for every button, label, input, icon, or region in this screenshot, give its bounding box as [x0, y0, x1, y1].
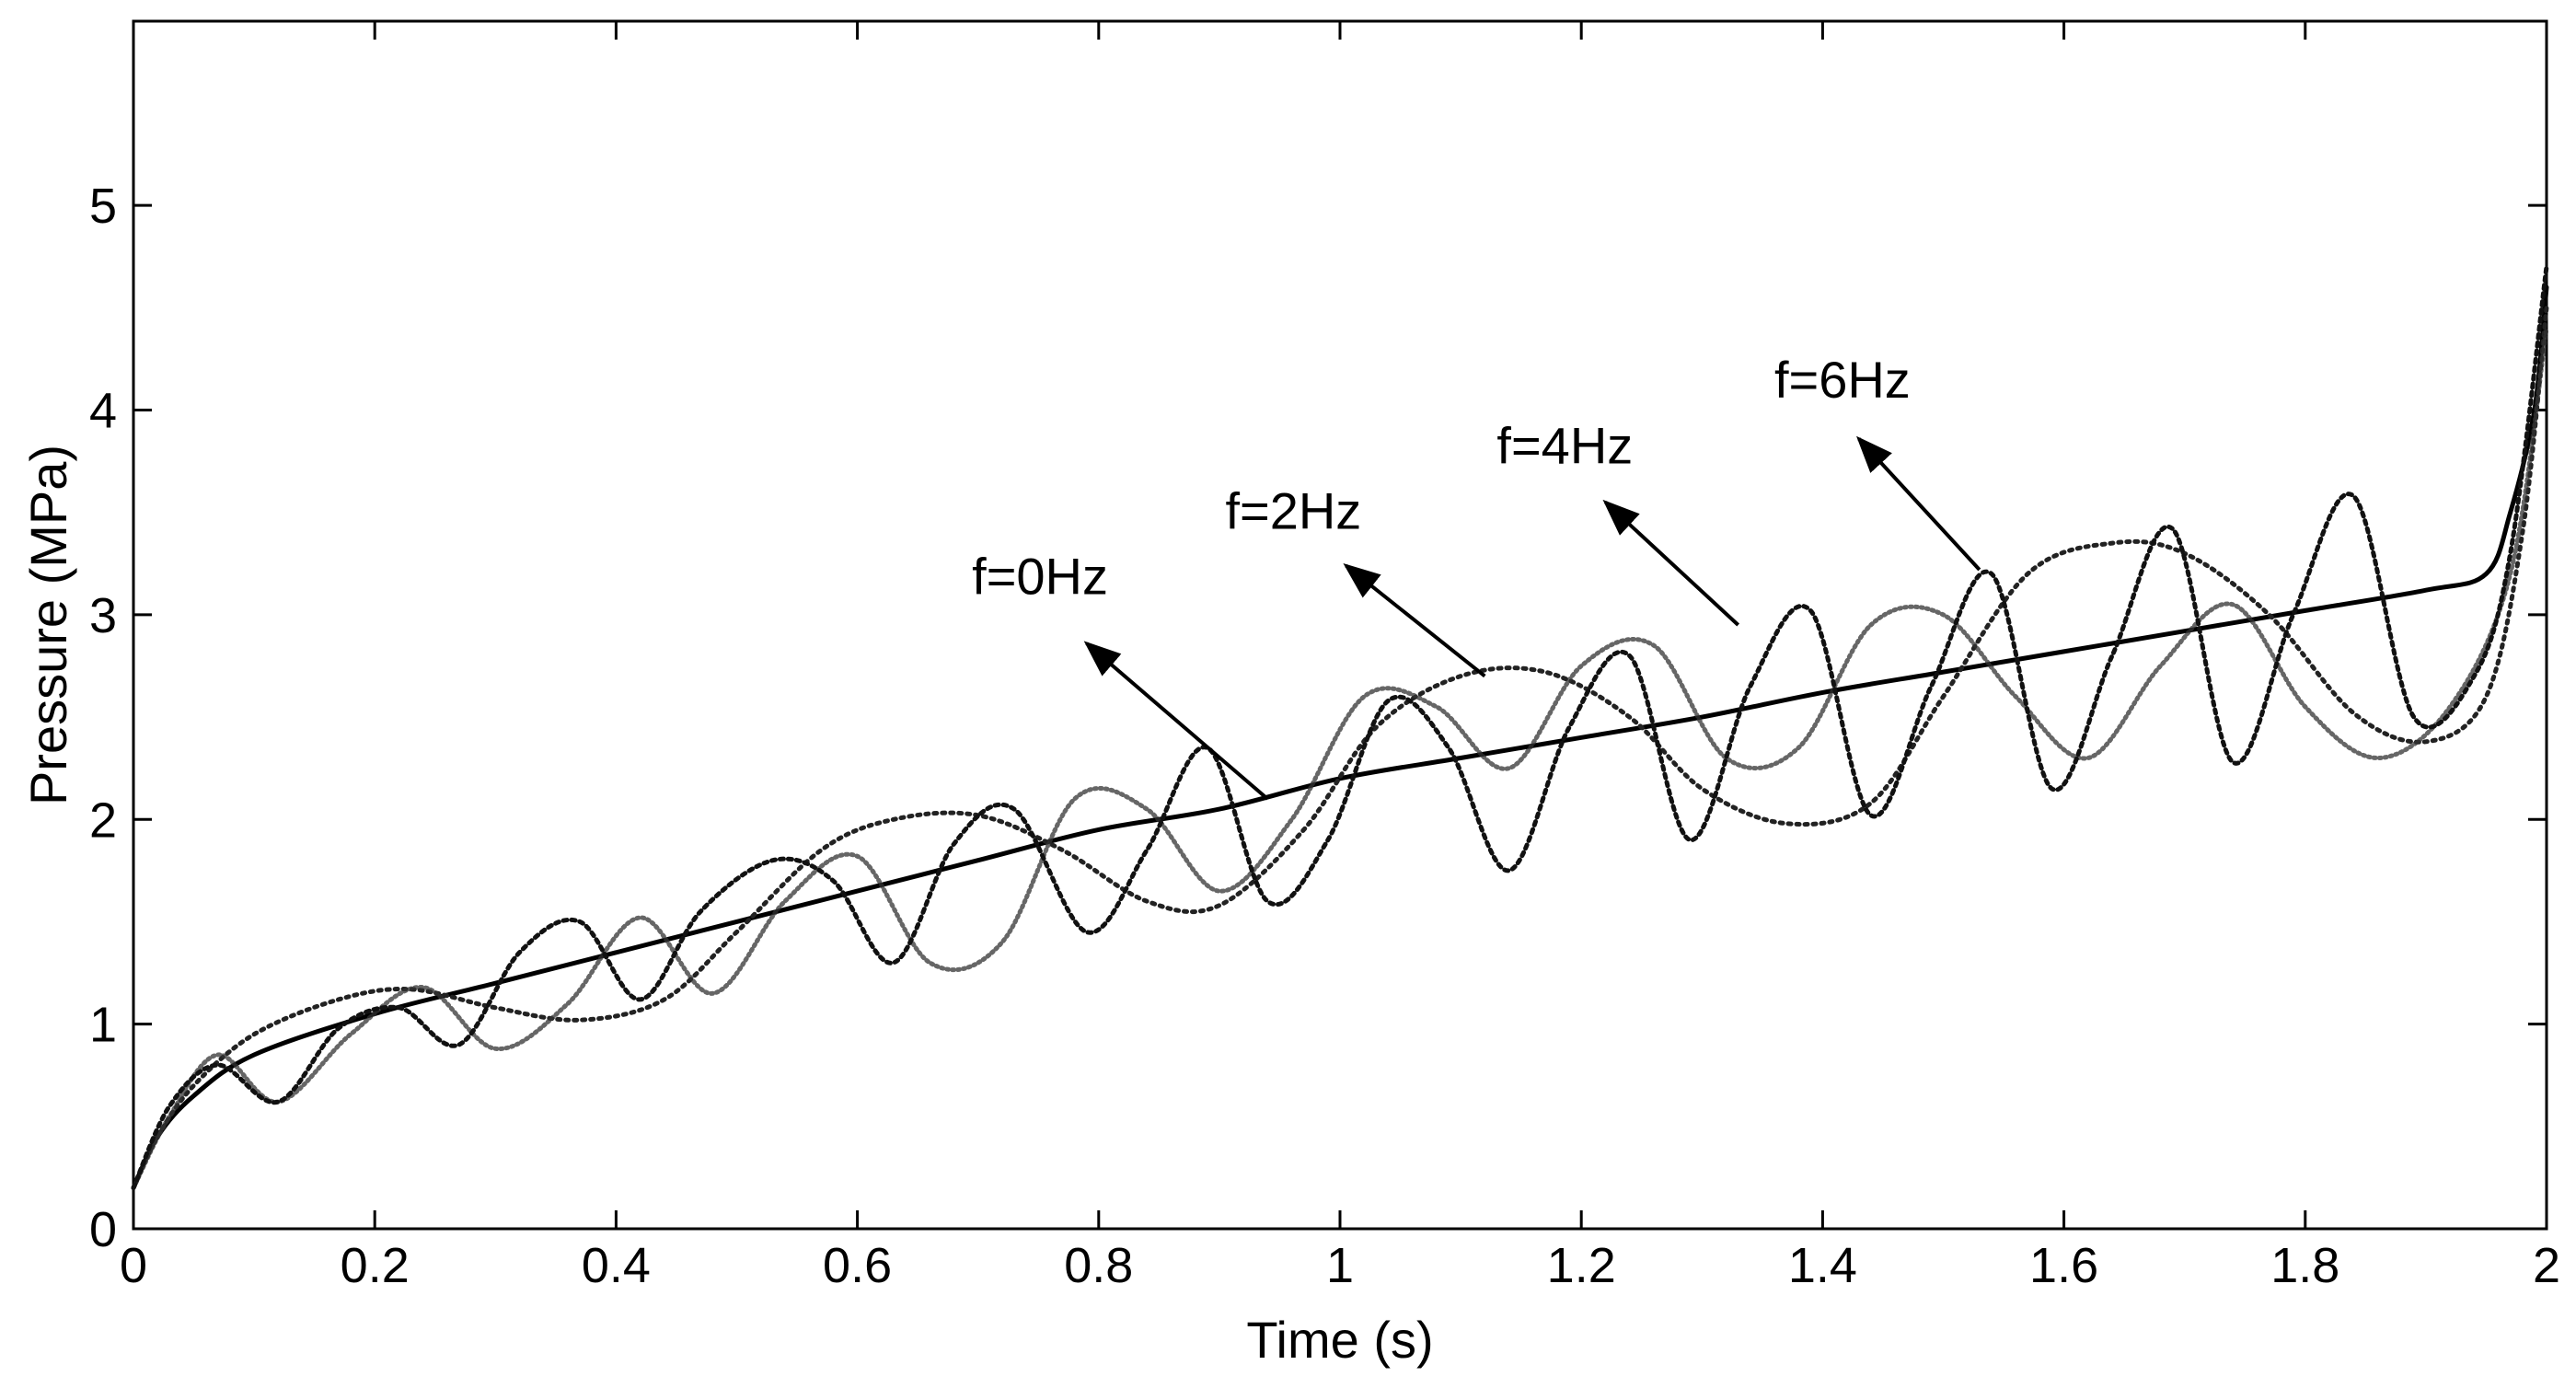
x-tick-label: 1.4	[1788, 1238, 1857, 1293]
y-tick-label: 1	[89, 998, 117, 1053]
x-tick-label: 1.2	[1547, 1238, 1616, 1293]
y-tick-label: 2	[89, 792, 117, 848]
y-tick-label: 4	[89, 384, 117, 439]
series-line-f4hz	[131, 326, 2549, 1190]
y-tick-label: 0	[89, 1202, 117, 1257]
series-line-f2hz	[131, 305, 2549, 1190]
annotation-label: f=2Hz	[1225, 481, 1361, 539]
x-tick-label: 0.2	[341, 1238, 410, 1293]
annotation-label: f=6Hz	[1774, 351, 1911, 409]
annotation-label: f=0Hz	[972, 548, 1108, 606]
series-lines	[131, 264, 2549, 1190]
series-line-f6hz	[131, 264, 2549, 1190]
annotation-arrow	[1083, 641, 1269, 801]
x-tick-label: 0.6	[823, 1238, 892, 1293]
annotation-arrow	[1856, 435, 1981, 572]
plot-area-frame	[132, 19, 2548, 1231]
x-tick-label: 1.8	[2270, 1238, 2339, 1293]
x-tick-label: 1.6	[2029, 1238, 2098, 1293]
y-axis-label: Pressure (MPa)	[19, 445, 77, 805]
x-tick-label: 2	[2533, 1238, 2560, 1293]
series-line-f0hz	[131, 284, 2549, 1190]
axis-ticks: 0 0.2 0.4 0.6 0.8 1 1.2 1.4 1.6 1.8 2 0 1 2 3 4 5	[89, 21, 2560, 1293]
annotation-arrow	[1343, 563, 1486, 678]
x-axis-label: Time (s)	[1246, 1311, 1433, 1369]
annotations: f=0Hz f=2Hz f=4Hz f=6Hz	[972, 351, 1981, 801]
x-tick-label: 0.4	[582, 1238, 651, 1293]
x-tick-label: 0	[120, 1238, 147, 1293]
annotation-arrow	[1602, 499, 1739, 627]
y-tick-label: 3	[89, 588, 117, 643]
y-tick-label: 5	[89, 179, 117, 234]
annotation-label: f=4Hz	[1496, 416, 1633, 474]
x-tick-label: 0.8	[1064, 1238, 1133, 1293]
x-tick-label: 1	[1326, 1238, 1354, 1293]
